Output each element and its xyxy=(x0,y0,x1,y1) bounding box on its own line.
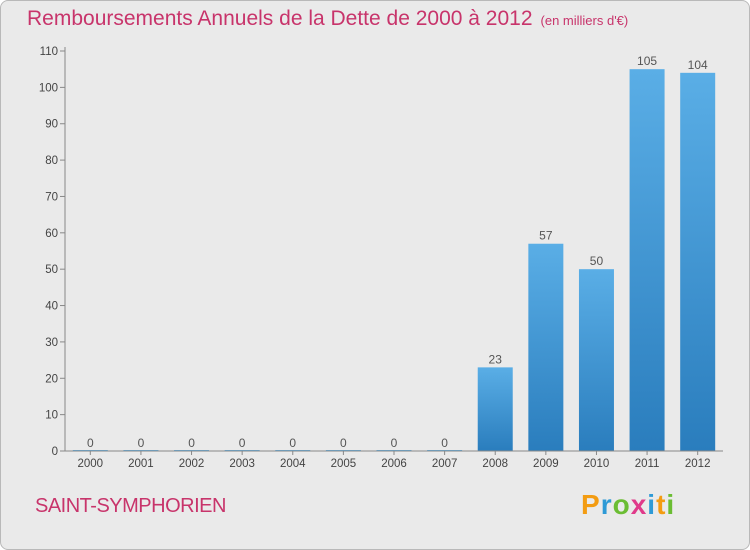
x-tick-label-2003: 2003 xyxy=(229,458,255,470)
data-label-2011: 105 xyxy=(637,54,657,68)
y-tick-label: 40 xyxy=(45,301,58,313)
bar-2012 xyxy=(680,72,716,452)
y-tick-label: 80 xyxy=(45,155,58,167)
y-tick-label: 10 xyxy=(45,410,58,422)
x-tick-label-2006: 2006 xyxy=(381,458,407,470)
y-tick-label: 70 xyxy=(45,191,58,203)
data-label-2000: 0 xyxy=(87,436,94,450)
data-label-2004: 0 xyxy=(289,436,296,450)
data-label-2012: 104 xyxy=(688,58,708,72)
data-label-2007: 0 xyxy=(441,436,448,450)
data-label-2005: 0 xyxy=(340,436,347,450)
x-tick-label-2000: 2000 xyxy=(78,458,104,470)
chart-unit: (en milliers d'€) xyxy=(540,13,629,28)
y-tick-label: 90 xyxy=(45,119,58,131)
x-tick-label-2002: 2002 xyxy=(179,458,205,470)
x-tick-label-2008: 2008 xyxy=(482,458,508,470)
x-tick-label-2007: 2007 xyxy=(432,458,458,470)
x-axis: 2000 2001 2002 2003 2004 2005 2006 2007 2008 2009… xyxy=(65,450,723,470)
x-tick-label-2004: 2004 xyxy=(280,458,306,470)
y-tick-label: 100 xyxy=(39,82,58,94)
x-tick-label-2011: 2011 xyxy=(635,458,660,470)
y-tick-label: 50 xyxy=(45,264,58,276)
logo-letter: t xyxy=(656,489,667,520)
x-tick-label-2005: 2005 xyxy=(331,458,357,470)
bar-2011 xyxy=(629,69,665,451)
logo-letter: i xyxy=(666,489,676,520)
chart-title-text: Remboursements Annuels de la Dette de 20… xyxy=(27,7,533,30)
data-label-2001: 0 xyxy=(138,436,145,450)
data-label-2008: 23 xyxy=(489,352,503,366)
logo-letter: P xyxy=(581,489,601,520)
data-label-2006: 0 xyxy=(391,436,398,450)
logo-letter: o xyxy=(612,489,631,520)
data-label-2002: 0 xyxy=(188,436,195,450)
data-label-2009: 57 xyxy=(539,229,553,243)
chart-title: Remboursements Annuels de la Dette de 20… xyxy=(27,7,628,31)
x-tick-label-2010: 2010 xyxy=(584,458,610,470)
bars: 0 0 0 0 0 0 0 0 23 57 50 105 104 xyxy=(72,54,716,452)
bar-2009 xyxy=(528,243,564,451)
proxiti-logo: Proxiti xyxy=(581,489,675,521)
x-tick-label-2001: 2001 xyxy=(128,458,154,470)
y-tick-label: 0 xyxy=(52,446,58,458)
logo-letter: r xyxy=(600,489,613,520)
logo-letter: i xyxy=(647,489,657,520)
y-tick-label: 20 xyxy=(45,373,58,385)
y-tick-label: 60 xyxy=(45,228,58,240)
y-tick-label: 110 xyxy=(40,46,58,58)
data-label-2010: 50 xyxy=(590,254,604,268)
y-tick-label: 30 xyxy=(45,337,58,349)
y-axis: 0 10 20 30 40 50 60 70 80 90 100 110 xyxy=(39,46,66,458)
logo-letter: x xyxy=(630,489,648,520)
bar-2010 xyxy=(578,269,614,451)
x-tick-label-2012: 2012 xyxy=(685,458,711,470)
place-name: SAINT-SYMPHORIEN xyxy=(35,495,226,517)
x-tick-label-2009: 2009 xyxy=(533,458,559,470)
bar-2008 xyxy=(477,367,513,451)
data-label-2003: 0 xyxy=(239,436,246,450)
